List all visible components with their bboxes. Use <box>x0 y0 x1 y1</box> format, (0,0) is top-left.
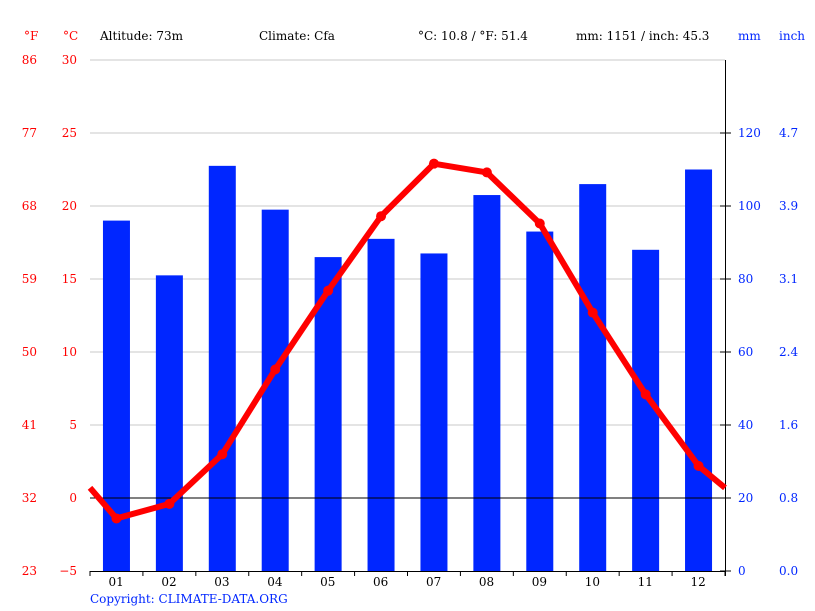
temperature-point <box>376 211 387 222</box>
unit-mm-label: mm <box>738 29 761 43</box>
precip-total-label: mm: 1151 / inch: 45.3 <box>576 29 710 43</box>
altitude-label: Altitude: 73m <box>100 29 184 43</box>
temperature-point <box>111 513 122 524</box>
left-axis-f-label: 77 <box>21 126 37 140</box>
temperature-point <box>164 498 175 509</box>
temperature-point <box>217 449 228 460</box>
month-label: 09 <box>531 575 548 589</box>
temperature-point <box>481 167 492 178</box>
right-axis-inch-label: 3.1 <box>779 272 799 286</box>
unit-inch-label: inch <box>779 29 806 43</box>
left-axis-c-label: 20 <box>61 199 77 213</box>
month-label: 01 <box>108 575 124 589</box>
avg-temp-label: °C: 10.8 / °F: 51.4 <box>418 29 528 43</box>
copyright-link[interactable]: Copyright: CLIMATE-DATA.ORG <box>90 592 288 606</box>
right-axis-inch-label: 1.6 <box>779 418 799 432</box>
precip-bar <box>473 195 501 572</box>
left-axis-f-label: 50 <box>21 345 37 359</box>
month-label: 05 <box>320 575 336 589</box>
climate-label: Climate: Cfa <box>259 29 335 43</box>
right-axis-inch-label: 0.8 <box>779 491 799 505</box>
left-axis-c-label: 30 <box>61 53 77 67</box>
month-label: 12 <box>690 575 706 589</box>
left-axis-f-label: 68 <box>21 199 37 213</box>
precip-bar <box>155 275 183 571</box>
left-axis-c-label: 5 <box>69 418 77 432</box>
month-label: 11 <box>637 575 653 589</box>
precip-bar <box>261 209 289 571</box>
temperature-point <box>587 307 598 318</box>
month-label: 04 <box>267 575 283 589</box>
left-axis-f-label: 86 <box>21 53 37 67</box>
precip-bar <box>685 169 713 571</box>
left-axis-f-label: 59 <box>21 272 37 286</box>
precip-bar <box>367 238 395 571</box>
left-axis-c-label: 25 <box>61 126 77 140</box>
left-axis-c-label: 10 <box>61 345 77 359</box>
temperature-point <box>323 285 334 296</box>
precip-bar <box>208 165 236 571</box>
left-axis-f-label: 32 <box>21 491 37 505</box>
left-axis-c-label: 15 <box>61 272 77 286</box>
temperature-point <box>270 364 281 375</box>
month-label: 10 <box>584 575 600 589</box>
right-axis-mm-label: 40 <box>738 418 754 432</box>
month-label: 06 <box>373 575 389 589</box>
right-axis-mm-label: 80 <box>738 272 754 286</box>
temperature-point <box>428 158 439 169</box>
temperature-line <box>87 160 727 522</box>
temperature-point <box>693 460 704 471</box>
unit-fahrenheit-label: °F <box>24 29 39 43</box>
left-axis-c-label: −5 <box>59 564 77 578</box>
precip-bar <box>579 184 607 571</box>
temperature-point <box>640 389 651 400</box>
right-axis-mm-label: 100 <box>738 199 761 213</box>
month-label: 03 <box>214 575 230 589</box>
left-axis-f-label: 41 <box>21 418 37 432</box>
month-label: 02 <box>161 575 177 589</box>
right-axis-mm-label: 20 <box>738 491 754 505</box>
right-axis-inch-label: 3.9 <box>779 199 799 213</box>
left-axis-c-label: 0 <box>69 491 77 505</box>
right-axis-mm-label: 0 <box>738 564 746 578</box>
precip-bar <box>526 231 554 572</box>
right-axis-inch-label: 0.0 <box>779 564 799 578</box>
unit-celsius-label: °C <box>63 29 79 43</box>
right-axis-inch-label: 2.4 <box>779 345 799 359</box>
right-axis-inch-label: 4.7 <box>779 126 799 140</box>
month-label: 08 <box>478 575 495 589</box>
right-axis-mm-label: 120 <box>738 126 761 140</box>
left-axis-f-label: 23 <box>21 564 37 578</box>
right-axis-mm-label: 60 <box>738 345 754 359</box>
precip-bar <box>420 253 448 571</box>
temperature-point <box>534 218 545 229</box>
month-label: 07 <box>425 575 442 589</box>
